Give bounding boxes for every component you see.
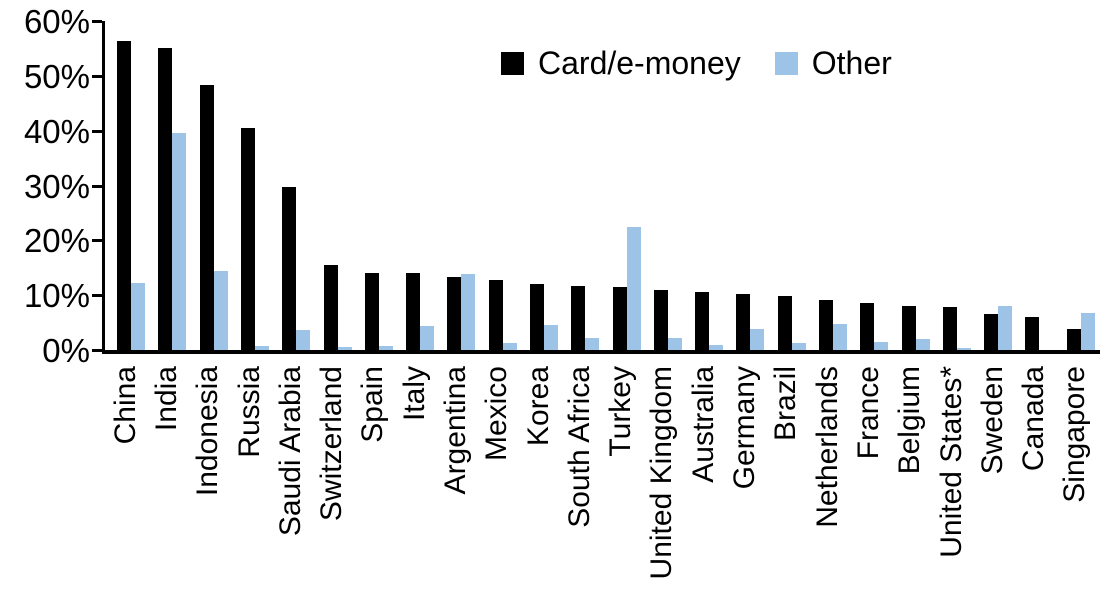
bar-other-saudi-arabia: [296, 329, 311, 350]
y-axis-tick: [92, 129, 102, 133]
bar-card-e-money-india: [158, 48, 173, 350]
bar-other-united-states: [956, 348, 971, 350]
x-axis-label-italy: Italy: [397, 366, 431, 422]
bar-other-switzerland: [337, 346, 352, 350]
x-axis-label-china: China: [108, 366, 142, 445]
bar-card-e-money-united-states: [942, 306, 957, 350]
bar-card-e-money-turkey: [612, 286, 627, 350]
y-axis-tick: [92, 294, 102, 298]
bar-other-russia: [254, 345, 269, 350]
bar-card-e-money-south-africa: [571, 286, 586, 350]
x-axis-label-australia: Australia: [686, 366, 720, 483]
bar-card-e-money-mexico: [488, 280, 503, 350]
bar-other-united-kingdom: [667, 337, 682, 350]
x-axis-label-united-kingdom: United Kingdom: [645, 366, 679, 580]
x-axis-label-united-states: United States*: [934, 366, 968, 558]
y-axis-label-20: 20%: [23, 222, 90, 260]
bar-other-australia: [709, 344, 724, 350]
legend-label-card-e-money: Card/e-money: [538, 45, 741, 81]
y-axis-tick: [92, 74, 102, 78]
bar-other-india: [172, 132, 187, 350]
x-axis-label-brazil: Brazil: [769, 366, 803, 442]
bar-other-turkey: [626, 227, 641, 350]
bar-card-e-money-korea: [529, 283, 544, 350]
bar-card-e-money-united-kingdom: [653, 290, 668, 350]
y-axis-label-40: 40%: [23, 112, 90, 150]
x-axis-label-germany: Germany: [728, 366, 761, 490]
bar-other-korea: [543, 325, 558, 350]
x-axis-label-netherlands: Netherlands: [810, 366, 844, 528]
x-axis-label-south-africa: South Africa: [562, 366, 596, 528]
bar-card-e-money-france: [860, 302, 875, 350]
bar-other-brazil: [791, 343, 806, 350]
x-axis-label-indonesia: Indonesia: [191, 366, 225, 497]
x-axis-label-mexico: Mexico: [480, 366, 514, 462]
x-axis-label-saudi-arabia: Saudi Arabia: [273, 366, 307, 537]
bar-card-e-money-switzerland: [323, 265, 338, 350]
x-axis-label-singapore: Singapore: [1058, 366, 1092, 503]
bar-card-e-money-italy: [406, 273, 420, 350]
bar-other-south-africa: [585, 337, 600, 350]
bar-other-indonesia: [213, 271, 228, 350]
y-axis-line: [102, 21, 105, 354]
bar-other-germany: [750, 329, 765, 350]
x-axis-label-france: France: [851, 366, 885, 460]
bar-other-mexico: [502, 343, 517, 350]
x-axis-label-canada: Canada: [1017, 366, 1051, 472]
bar-other-belgium: [915, 339, 930, 350]
y-axis-tick: [92, 349, 102, 352]
x-axis-label-russia: Russia: [232, 366, 266, 458]
bar-other-france: [874, 341, 889, 350]
bar-other-china: [131, 283, 145, 350]
x-axis-label-argentina: Argentina: [439, 366, 472, 495]
legend-label-other: Other: [811, 45, 892, 81]
y-axis-tick: [92, 239, 102, 243]
bar-other-singapore: [1080, 313, 1095, 350]
x-axis-label-sweden: Sweden: [975, 366, 1009, 475]
bar-other-italy: [420, 325, 434, 350]
y-axis-label-30: 30%: [23, 167, 90, 205]
bar-card-e-money-sweden: [984, 313, 999, 350]
bar-card-e-money-australia: [695, 291, 710, 350]
x-axis-label-india: India: [149, 366, 183, 432]
x-axis-label-korea: Korea: [521, 366, 555, 447]
legend-item-card-e-money: Card/e-money: [501, 47, 741, 79]
bar-other-sweden: [998, 305, 1013, 350]
bar-card-e-money-spain: [364, 272, 379, 350]
bar-card-e-money-argentina: [447, 276, 462, 350]
x-axis-label-switzerland: Switzerland: [315, 366, 349, 522]
bar-other-spain: [378, 345, 393, 350]
bar-card-e-money-saudi-arabia: [282, 186, 297, 350]
bar-card-e-money-indonesia: [199, 84, 214, 350]
legend-item-other: Other: [774, 45, 892, 81]
bar-other-netherlands: [833, 324, 847, 350]
y-axis-tick: [92, 184, 102, 188]
y-axis-label-0: 0%: [42, 332, 90, 369]
y-axis-tick: [92, 20, 102, 23]
bar-card-e-money-belgium: [901, 305, 916, 350]
y-axis-label-50: 50%: [23, 57, 90, 95]
chart-legend: Card/e-money Other: [501, 47, 892, 79]
bar-card-e-money-netherlands: [819, 300, 833, 350]
x-axis-label-turkey: Turkey: [604, 366, 638, 457]
bar-card-e-money-germany: [736, 293, 751, 350]
card-e-money-swatch-icon: [501, 51, 524, 75]
y-axis-label-10: 10%: [23, 277, 90, 315]
y-axis-label-60: 60%: [23, 3, 90, 40]
bar-other-argentina: [461, 274, 476, 350]
bar-card-e-money-canada: [1025, 317, 1040, 350]
bar-card-e-money-china: [117, 41, 131, 350]
bar-card-e-money-russia: [240, 127, 255, 350]
x-axis-label-belgium: Belgium: [893, 366, 927, 475]
x-axis-line: [102, 350, 1100, 354]
bar-card-e-money-singapore: [1066, 328, 1081, 350]
other-swatch-icon: [774, 51, 798, 75]
bar-card-e-money-brazil: [777, 296, 792, 350]
x-axis-label-spain: Spain: [356, 366, 390, 443]
